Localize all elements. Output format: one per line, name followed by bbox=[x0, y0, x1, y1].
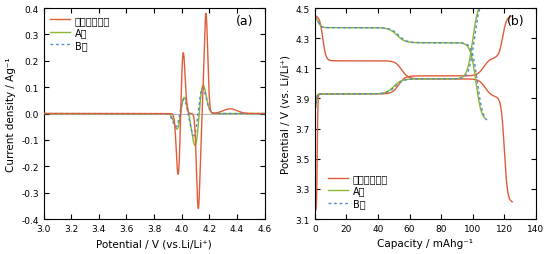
Legend: ナノワイヤー, A社, B社: ナノワイヤー, A社, B社 bbox=[48, 14, 112, 53]
Text: (a): (a) bbox=[236, 15, 254, 28]
X-axis label: Potential / V (vs.Li/Li⁺): Potential / V (vs.Li/Li⁺) bbox=[96, 239, 212, 248]
Legend: ナノワイヤー, A社, B社: ナノワイヤー, A社, B社 bbox=[326, 171, 390, 210]
Y-axis label: Potential / V (vs. Li/Li⁺): Potential / V (vs. Li/Li⁺) bbox=[280, 55, 290, 173]
X-axis label: Capacity / mAhg⁻¹: Capacity / mAhg⁻¹ bbox=[377, 239, 474, 248]
Text: (b): (b) bbox=[507, 15, 525, 28]
Y-axis label: Current density / Ag⁻¹: Current density / Ag⁻¹ bbox=[6, 57, 15, 171]
